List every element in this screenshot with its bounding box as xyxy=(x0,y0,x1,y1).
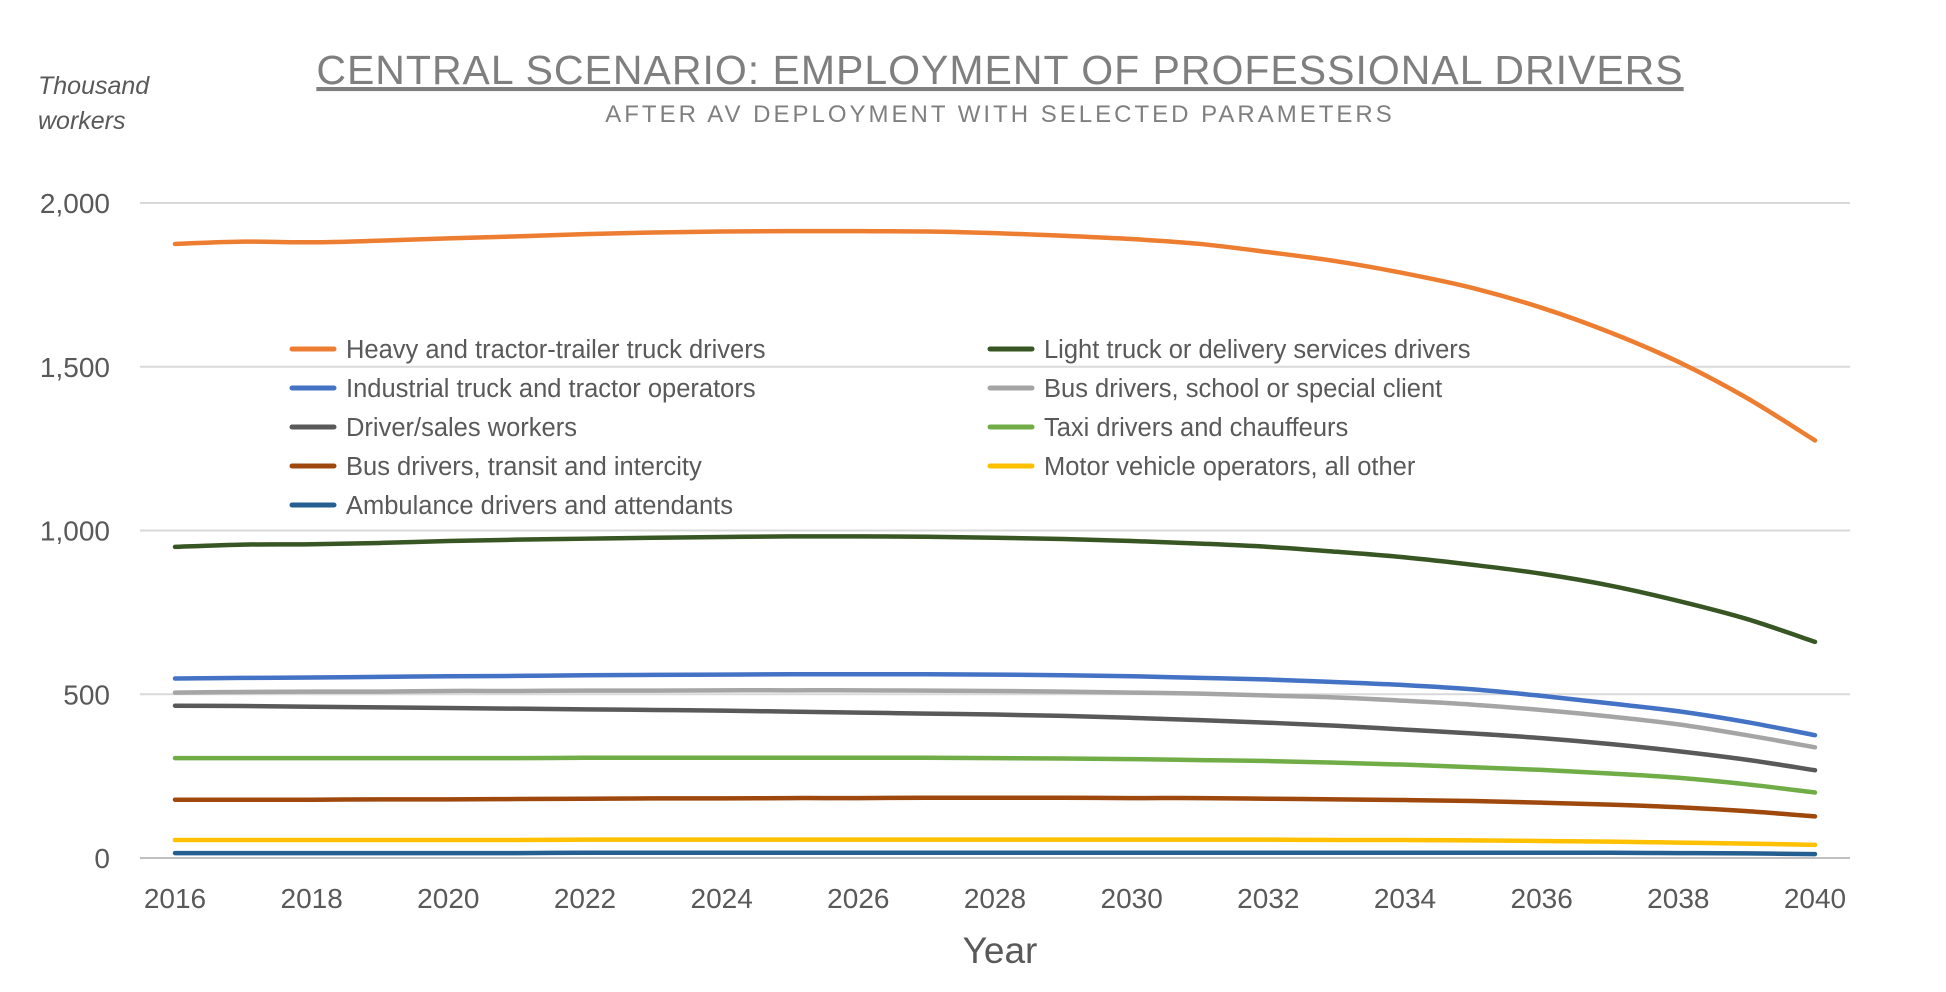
legend-label: Bus drivers, school or special client xyxy=(1044,375,1442,403)
legend: Heavy and tractor-trailer truck drivers L… xyxy=(289,336,1471,520)
legend-label: Ambulance drivers and attendants xyxy=(346,492,733,520)
x-axis-title: Year xyxy=(963,930,1038,971)
x-tick-label: 2020 xyxy=(417,883,479,914)
series-lines xyxy=(172,228,1818,857)
legend-label: Heavy and tractor-trailer truck drivers xyxy=(346,336,765,364)
x-tick-label: 2038 xyxy=(1647,883,1709,914)
y-unit-label-line-1: Thousand xyxy=(38,72,150,100)
series-line-1 xyxy=(172,228,1818,443)
series-line-6 xyxy=(172,755,1818,795)
series-line-4 xyxy=(172,688,1818,750)
x-tick-label: 2026 xyxy=(827,883,889,914)
x-tick-label: 2022 xyxy=(554,883,616,914)
y-unit-label-line-2: workers xyxy=(38,107,126,135)
x-tick-label: 2016 xyxy=(144,883,206,914)
legend-label: Light truck or delivery services drivers xyxy=(1044,336,1471,364)
x-tick-label: 2030 xyxy=(1101,883,1163,914)
x-tick-label: 2018 xyxy=(281,883,343,914)
y-tick-label: 500 xyxy=(63,679,110,710)
y-axis-ticks: 0 500 1,000 1,500 2,000 xyxy=(40,188,110,874)
y-tick-label: 0 xyxy=(94,843,110,874)
x-tick-label: 2024 xyxy=(691,883,753,914)
series-line-9 xyxy=(172,850,1818,857)
x-tick-label: 2032 xyxy=(1237,883,1299,914)
series-line-3 xyxy=(172,671,1818,738)
legend-label: Bus drivers, transit and intercity xyxy=(346,453,702,481)
series-line-8 xyxy=(172,837,1818,848)
x-axis-ticks: 2016 2018 2020 2022 2024 2026 2028 2030 2032 2034… xyxy=(144,883,1846,914)
x-tick-label: 2034 xyxy=(1374,883,1436,914)
legend-label: Taxi drivers and chauffeurs xyxy=(1044,414,1348,442)
legend-label: Motor vehicle operators, all other xyxy=(1044,453,1416,481)
y-tick-label: 1,000 xyxy=(40,516,110,547)
y-tick-label: 2,000 xyxy=(40,188,110,219)
legend-label: Industrial truck and tractor operators xyxy=(346,375,756,403)
series-line-2 xyxy=(172,534,1818,645)
x-tick-label: 2040 xyxy=(1784,883,1846,914)
chart-title: CENTRAL SCENARIO: EMPLOYMENT OF PROFESSI… xyxy=(316,47,1683,93)
series-line-7 xyxy=(172,795,1818,819)
x-tick-label: 2036 xyxy=(1511,883,1573,914)
x-tick-label: 2028 xyxy=(964,883,1026,914)
legend-label: Driver/sales workers xyxy=(346,414,577,442)
y-tick-label: 1,500 xyxy=(40,352,110,383)
gridlines xyxy=(140,202,1850,859)
series-line-5 xyxy=(172,703,1818,773)
chart-subtitle: AFTER AV DEPLOYMENT WITH SELECTED PARAME… xyxy=(605,101,1394,128)
